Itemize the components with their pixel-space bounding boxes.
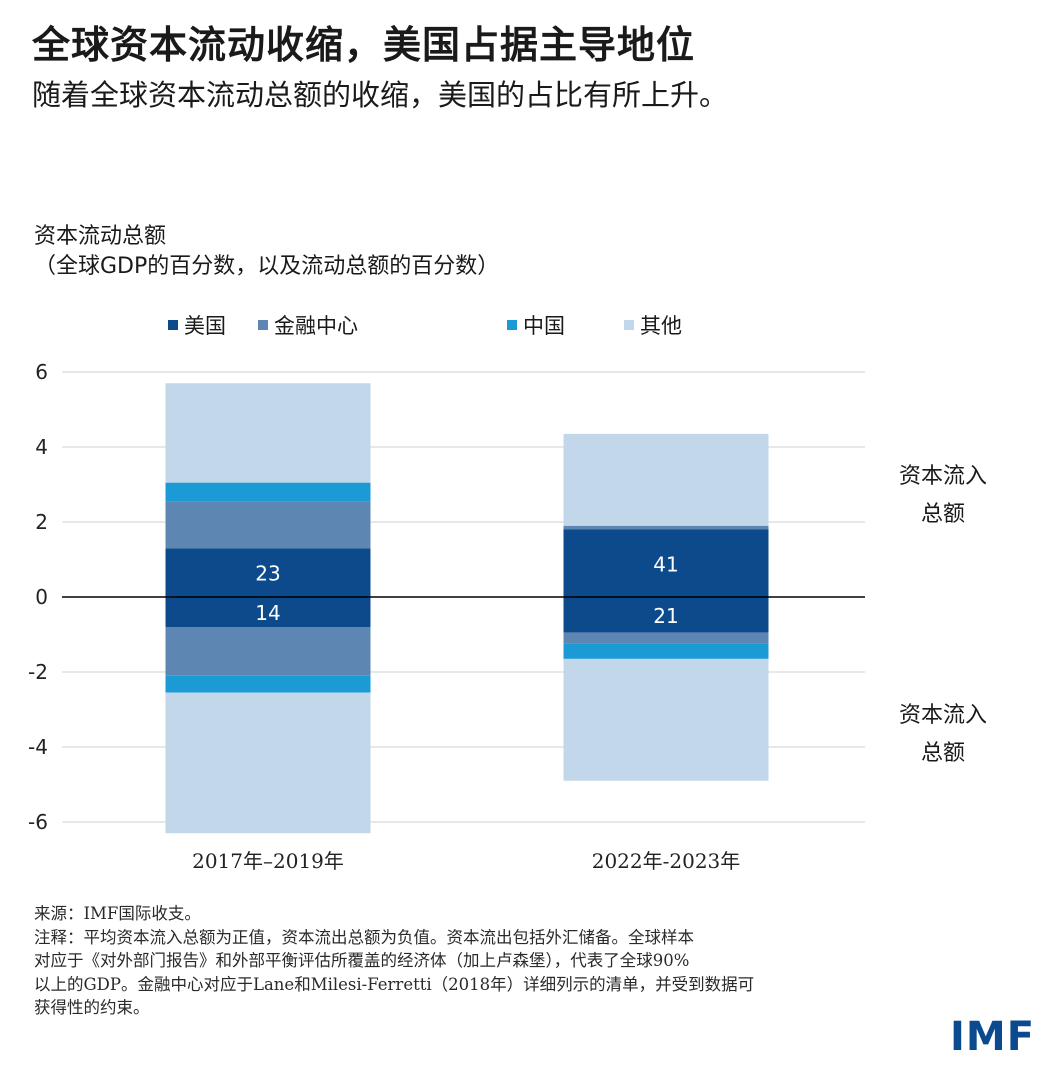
y-axis-subtitle: （全球GDP的百分数，以及流动总额的百分数） [34,254,500,279]
imf-logo: IMF [950,1014,1036,1060]
y-tick-label: 2 [35,510,48,534]
y-tick-label: -6 [28,810,48,834]
bar-segment-others [165,383,371,483]
bar-segment-financial-centers [563,525,769,530]
legend-swatch-financial-centers [258,320,268,330]
chart-title: 全球资本流动收缩，美国占据主导地位 [32,23,696,67]
x-category-label: 2017年–2019年 [192,849,344,873]
data-label-us-outflow: 14 [255,601,280,625]
bar-segment-china [165,482,371,502]
legend-swatch-us [168,320,178,330]
notes: 来源：IMF国际收支。 注释：平均资本流入总额为正值，资本流出总额为负值。资本流… [34,902,914,1020]
legend-label-us: 美国 [184,314,226,338]
bar-segment-us [165,548,371,597]
source-note: 来源：IMF国际收支。 [34,904,201,923]
bar-segment-others [563,658,769,781]
chart-subtitle: 随着全球资本流动总额的收缩，美国的占比有所上升。 [32,78,729,112]
bar-segment-financial-centers [563,632,769,644]
y-axis-title: 资本流动总额 [34,224,167,249]
inflow-label-line2: 总额 [920,502,965,527]
x-category-label: 2022年-2023年 [592,849,741,873]
legend-label-china: 中国 [523,314,565,338]
y-tick-label: 4 [35,435,48,459]
legend-item-others: 其他 [624,310,682,340]
outflow-label-line2: 总额 [920,741,965,766]
note-line-1: 注释：平均资本流入总额为正值，资本流出总额为负值。资本流出包括外汇储备。全球样本 [34,927,694,947]
outflow-side-label: 资本流入 总额 [888,697,998,773]
legend-swatch-china [507,320,517,330]
bar-segment-us [165,597,371,627]
bar-segment-financial-centers [165,627,371,676]
inflow-label-line1: 资本流入 [898,464,987,489]
inflow-side-label: 资本流入 总额 [888,458,998,534]
legend-swatch-others [624,320,634,330]
outflow-label-line1: 资本流入 [898,703,987,728]
legend-label-financial-centers: 金融中心 [274,314,358,338]
bar-chart: 6 4 2 0 -2 -4 -6 2017年–2019年 23 14 2022年-2023年 41 21 [28,360,865,873]
y-tick-label: -2 [28,660,48,684]
data-label-us-inflow: 23 [255,562,280,586]
data-label-us-inflow: 41 [653,552,678,576]
legend-item-financial-centers: 金融中心 [258,310,358,340]
legend: 美国 金融中心 中国 其他 [0,310,1054,344]
data-label-us-outflow: 21 [653,604,678,628]
y-tick-label: 6 [35,360,48,384]
bar-segment-china [165,675,371,693]
bar-segment-others [165,692,371,834]
bar-segment-us [563,597,769,633]
bar-segment-china [563,643,769,659]
y-tick-label: 0 [35,585,48,609]
bar-segment-financial-centers [165,501,371,549]
legend-item-china: 中国 [507,310,565,340]
bar-segment-us [563,529,769,597]
legend-label-others: 其他 [640,314,682,338]
note-line-2: 对应于《对外部门报告》和外部平衡评估所覆盖的经济体（加上卢森堡），代表了全球90… [34,951,690,970]
bar-segment-others [563,433,769,526]
note-line-4: 获得性的约束。 [34,998,150,1017]
note-line-3: 以上的GDP。金融中心对应于Lane和Milesi-Ferretti（2018年… [34,974,755,994]
legend-item-us: 美国 [168,310,226,340]
y-tick-label: -4 [28,735,48,759]
